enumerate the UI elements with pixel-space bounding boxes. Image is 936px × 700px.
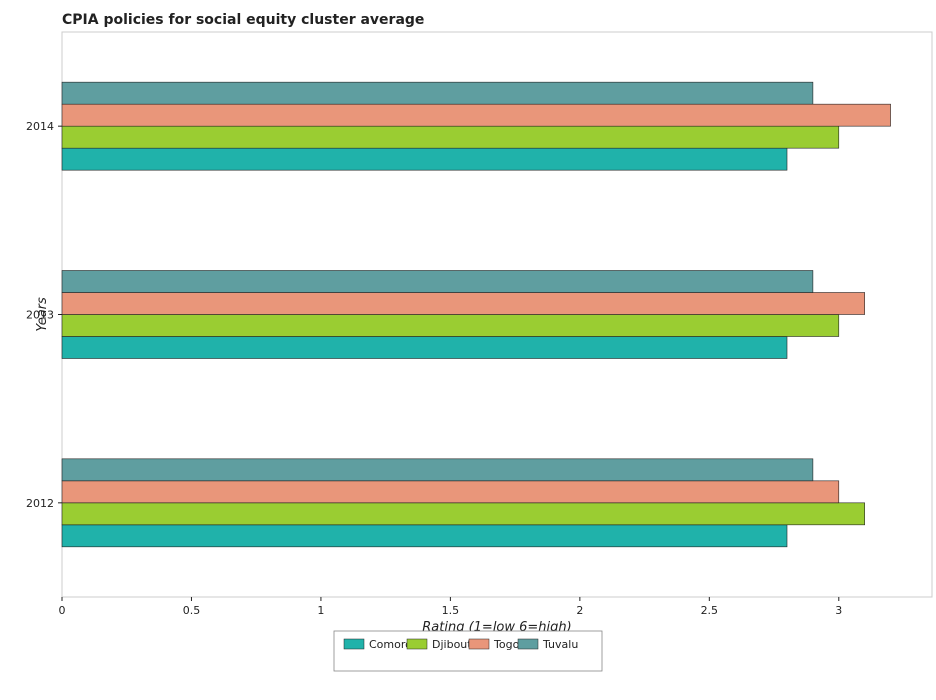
x-tick-label: 0.5 (183, 604, 201, 617)
legend-swatch-comoros (343, 638, 365, 650)
y-axis-ticks: 2012 2013 2014 (26, 120, 62, 510)
bars-group (61, 81, 891, 548)
x-tick-label: 3 (835, 604, 842, 617)
bar-djibouti-2013 (61, 314, 840, 337)
y-tick-label: 2014 (26, 120, 54, 133)
bar-comoros-2012 (61, 524, 788, 548)
legend-label-tuvalu: Tuvalu (542, 638, 578, 651)
legend: Comoros Djibouti Togo Tuvalu (333, 630, 603, 672)
x-tick-label: 2.5 (701, 604, 719, 617)
bar-togo-2014 (61, 103, 891, 127)
x-tick-label: 1 (317, 604, 324, 617)
x-tick-label: 1.5 (442, 604, 460, 617)
legend-swatch-togo (468, 638, 490, 650)
x-axis-ticks: 0 0.5 1 1.5 2 2.5 3 (59, 597, 842, 617)
y-tick-label: 2012 (26, 497, 54, 510)
bar-djibouti-2014 (61, 125, 840, 149)
bar-togo-2013 (61, 292, 865, 315)
legend-swatch-tuvalu (517, 638, 539, 650)
bar-comoros-2013 (61, 336, 788, 359)
bar-tuvalu-2014 (61, 81, 814, 105)
legend-box (333, 630, 603, 672)
y-tick-label: 2013 (26, 309, 54, 322)
legend-label-comoros: Comoros (369, 638, 418, 651)
bar-tuvalu-2012 (61, 458, 814, 482)
x-tick-label: 2 (576, 604, 583, 617)
x-tick-label: 0 (59, 604, 66, 617)
bar-djibouti-2012 (61, 502, 865, 526)
legend-label-togo: Togo (493, 638, 520, 651)
legend-swatch-djibouti (406, 638, 428, 650)
bar-tuvalu-2013 (61, 270, 814, 293)
bar-togo-2012 (61, 480, 840, 504)
legend-label-djibouti: Djibouti (432, 638, 475, 651)
bar-comoros-2014 (61, 147, 788, 171)
y-axis-title: Years (35, 297, 50, 332)
chart-title: CPIA policies for social equity cluster … (62, 12, 424, 28)
